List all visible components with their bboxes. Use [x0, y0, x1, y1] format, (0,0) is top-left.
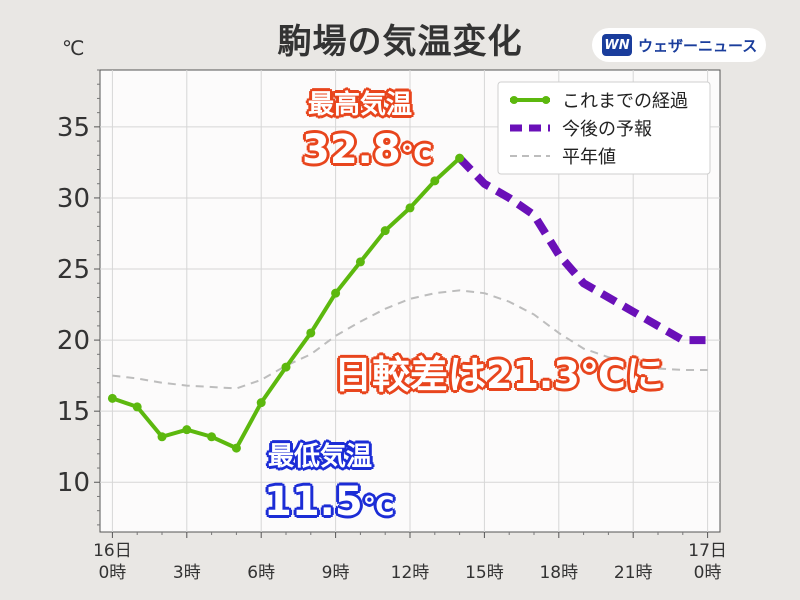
max-temp-value: 32.8℃: [302, 130, 432, 170]
data-point: [132, 402, 142, 412]
brand-name: ウェザーニュース: [638, 36, 758, 55]
series-layer: [107, 153, 708, 453]
data-point: [405, 203, 415, 213]
x-tick-label-hour: 15時: [465, 563, 504, 583]
series-line-1: [456, 155, 708, 345]
x-tick-label-hour: 9時: [322, 563, 350, 583]
min-temp-number: 11.5: [264, 479, 363, 525]
y-tick-label: 30: [57, 184, 90, 214]
x-tick-label-day: 16日: [93, 541, 132, 561]
legend-box: [497, 81, 711, 175]
data-point: [207, 432, 217, 442]
data-point: [455, 153, 465, 163]
y-tick-label: 10: [57, 468, 90, 498]
x-tick-label-hour: 6時: [247, 563, 275, 583]
data-point: [107, 393, 117, 403]
daily-range-label: 日較差は21.3℃に: [334, 353, 664, 397]
max-temp-label: 最高気温: [308, 90, 413, 120]
y-tick-label: 25: [57, 255, 90, 285]
x-tick-label-hour: 3時: [173, 563, 201, 583]
brand-mark-icon: WN: [602, 34, 632, 56]
legend-label: これまでの経過: [562, 91, 688, 112]
x-tick-label-hour: 21時: [614, 563, 653, 583]
data-point: [306, 328, 316, 338]
max-temp-unit: ℃: [400, 140, 433, 170]
brand-logo: WN ウェザーニュース: [592, 28, 766, 62]
legend-marker: [542, 96, 550, 104]
x-tick-label-hour: 0時: [694, 563, 722, 583]
min-temp-value: 11.5℃: [264, 482, 394, 522]
x-tick-label-hour: 18時: [539, 563, 578, 583]
y-tick-label: 20: [57, 326, 90, 356]
data-point: [430, 176, 440, 186]
min-temp-unit: ℃: [362, 492, 395, 522]
data-point: [380, 226, 390, 236]
x-tick-label-hour: 12時: [391, 563, 430, 583]
data-point: [182, 425, 192, 435]
x-tick-label-day: 17日: [688, 541, 727, 561]
legend-label: 平年値: [562, 147, 616, 168]
legend-label: 今後の予報: [562, 119, 652, 140]
legend-marker: [510, 96, 518, 104]
chart-title: 駒場の気温変化: [277, 22, 523, 62]
x-tick-label-hour: 0時: [98, 563, 126, 583]
y-tick-label: 15: [57, 397, 90, 427]
y-axis-unit: ℃: [62, 36, 85, 60]
data-point: [231, 443, 241, 453]
data-point: [355, 257, 365, 267]
max-temp-number: 32.8: [302, 127, 401, 173]
data-point: [331, 288, 341, 298]
data-point: [157, 432, 167, 442]
data-point: [281, 362, 291, 372]
data-point: [256, 398, 266, 408]
y-tick-label: 35: [57, 113, 90, 143]
series-line-2: [112, 289, 708, 390]
min-temp-label: 最低気温: [268, 442, 373, 472]
